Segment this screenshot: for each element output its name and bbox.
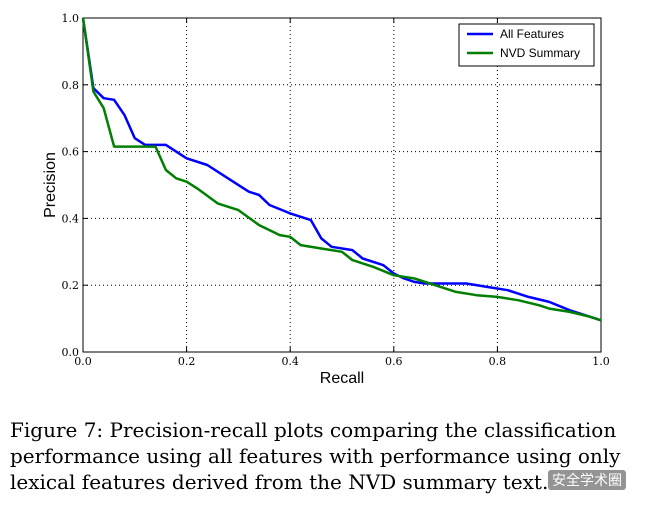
x-tick-label: 0.8 [489,355,507,368]
legend: All Features NVD Summary [458,23,595,67]
precision-recall-chart: 0.0 0.2 0.4 0.6 0.8 1.0 0.0 0.2 0.4 0.6 0.8 1.0 Rec… [42,12,610,387]
legend-label-all-features: All Features [500,27,564,41]
plot-frame [82,17,602,353]
x-tick-label: 1.0 [592,355,610,368]
y-tick-label: 0.4 [62,212,80,225]
x-tick-label: 0.0 [74,355,92,368]
y-tick-label: 1.0 [62,12,80,25]
x-tick-label: 0.4 [281,355,299,368]
x-tick-label: 0.6 [385,355,403,368]
series-line-all-features [81,17,602,322]
y-axis-title: Precision [42,152,59,218]
y-tick-label: 0.0 [62,346,80,359]
y-tick-label: 0.2 [62,279,80,292]
series-line-nvd-summary [81,17,602,322]
y-tick-label: 0.8 [62,79,80,92]
series-lines [81,17,602,322]
legend-box [458,23,595,67]
y-tick-label: 0.6 [62,146,80,159]
x-axis-title: Recall [320,370,364,387]
legend-label-nvd-summary: NVD Summary [500,46,580,60]
figure-caption: Figure 7: Precision-recall plots compari… [10,418,621,494]
watermark: 安全学术圈 [548,470,626,490]
x-tick-label: 0.2 [178,355,196,368]
ticks: 0.0 0.2 0.4 0.6 0.8 1.0 0.0 0.2 0.4 0.6 0.8 1.0 [62,12,610,368]
